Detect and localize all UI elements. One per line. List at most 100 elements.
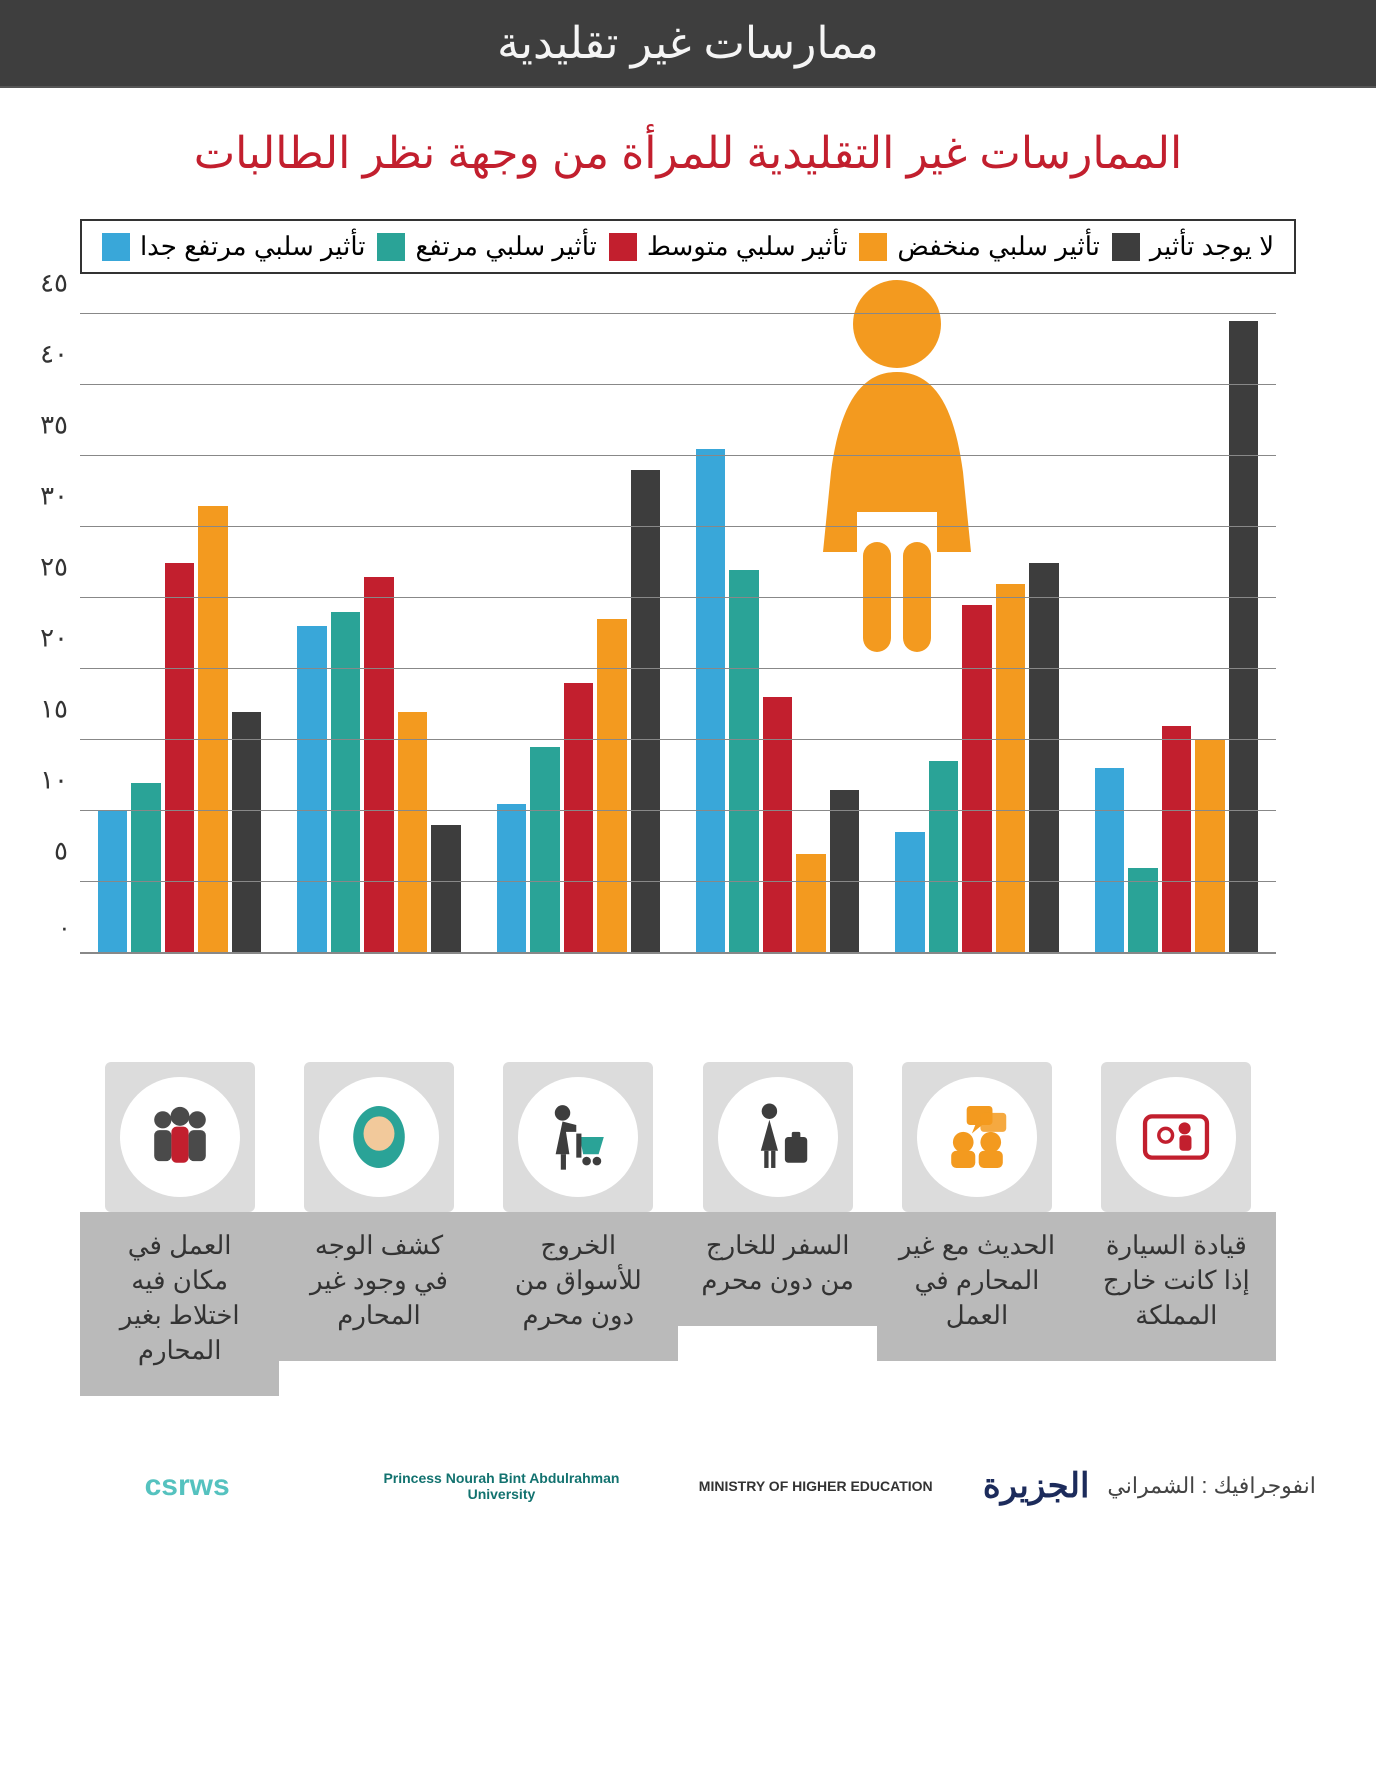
category: السفر للخارج من دون محرم xyxy=(678,1062,877,1396)
legend-swatch xyxy=(1112,233,1140,261)
gridline xyxy=(80,668,1276,669)
category-icon-wrap xyxy=(503,1062,653,1212)
aljazirah-logo: الجزيرة xyxy=(983,1466,1090,1506)
bar xyxy=(729,570,758,953)
bar xyxy=(497,804,526,953)
bar-group xyxy=(678,314,877,953)
category-icon-wrap xyxy=(703,1062,853,1212)
category-label: السفر للخارج من دون محرم xyxy=(688,1212,868,1326)
bar xyxy=(1095,768,1124,953)
bar xyxy=(763,697,792,953)
ytick-label: ٣٥ xyxy=(40,410,80,441)
bar xyxy=(530,747,559,953)
category: كشف الوجه في وجود غير المحارم xyxy=(279,1062,478,1396)
category-icon xyxy=(917,1077,1037,1197)
bar-group xyxy=(279,314,478,953)
category-label-band: كشف الوجه في وجود غير المحارم xyxy=(279,1212,478,1361)
ytick-label: ١٠ xyxy=(40,765,80,796)
subtitle: الممارسات غير التقليدية للمرأة من وجهة ن… xyxy=(0,88,1376,219)
category-icon-wrap xyxy=(105,1062,255,1212)
ytick-label: ٤٥ xyxy=(40,268,80,299)
footer-logo-mohe: MINISTRY OF HIGHER EDUCATION xyxy=(669,1426,963,1546)
gridline xyxy=(80,455,1276,456)
category-icon xyxy=(718,1077,838,1197)
category-icon xyxy=(319,1077,439,1197)
bar xyxy=(331,612,360,953)
legend-swatch xyxy=(102,233,130,261)
bar xyxy=(1162,726,1191,953)
bar xyxy=(564,683,593,953)
bar xyxy=(895,832,924,953)
legend-swatch xyxy=(377,233,405,261)
bar xyxy=(131,783,160,953)
category-label-band: الحديث مع غير المحارم في العمل xyxy=(877,1212,1076,1361)
legend-item: تأثير سلبي منخفض xyxy=(859,231,1100,262)
ytick-label: ٢٠ xyxy=(40,623,80,654)
bar xyxy=(198,506,227,953)
gridline xyxy=(80,739,1276,740)
category-icon-wrap xyxy=(902,1062,1052,1212)
gridline xyxy=(80,597,1276,598)
category-icon-wrap xyxy=(1101,1062,1251,1212)
credit-label: انفوجرافيك : الشمراني xyxy=(1107,1473,1315,1499)
category-label: قيادة السيارة إذا كانت خارج المملكة xyxy=(1086,1212,1266,1361)
legend-item: تأثير سلبي متوسط xyxy=(609,231,848,262)
legend-item: لا يوجد تأثير xyxy=(1112,231,1274,262)
plot: ٤٥٤٠٣٥٣٠٢٥٢٠١٥١٠٥. xyxy=(80,314,1276,954)
gridline xyxy=(80,810,1276,811)
bar xyxy=(929,761,958,953)
ytick-label: . xyxy=(61,907,80,938)
footer-logo-csrws: csrws xyxy=(40,1426,334,1546)
gridline xyxy=(80,313,1276,314)
bar xyxy=(597,619,626,953)
legend-item: تأثير سلبي مرتفع جدا xyxy=(102,231,366,262)
bar xyxy=(962,605,991,953)
header-title: ممارسات غير تقليدية xyxy=(497,18,879,69)
bar xyxy=(696,449,725,953)
header-band: ممارسات غير تقليدية xyxy=(0,0,1376,88)
ytick-label: ٥ xyxy=(54,836,80,867)
category-label: الخروج للأسواق من دون محرم xyxy=(488,1212,668,1361)
ytick-label: ٤٠ xyxy=(40,339,80,370)
bar-group xyxy=(80,314,279,953)
legend-label: تأثير سلبي مرتفع جدا xyxy=(140,231,366,262)
category: العمل في مكان فيه اختلاط بغير المحارم xyxy=(80,1062,279,1396)
bar xyxy=(431,825,460,953)
legend: تأثير سلبي مرتفع جدا تأثير سلبي مرتفع تأثي… xyxy=(80,219,1296,274)
bar xyxy=(1195,740,1224,953)
bar xyxy=(364,577,393,953)
category-label-band: قيادة السيارة إذا كانت خارج المملكة xyxy=(1077,1212,1276,1361)
bar xyxy=(297,626,326,953)
chart-area: ٤٥٤٠٣٥٣٠٢٥٢٠١٥١٠٥. xyxy=(80,314,1336,1034)
category-icon xyxy=(518,1077,638,1197)
category: الحديث مع غير المحارم في العمل xyxy=(877,1062,1076,1396)
gridline xyxy=(80,952,1276,953)
legend-label: تأثير سلبي منخفض xyxy=(897,231,1100,262)
category-label: العمل في مكان فيه اختلاط بغير المحارم xyxy=(90,1212,270,1396)
bar xyxy=(1229,321,1258,953)
category-icon xyxy=(1116,1077,1236,1197)
bar xyxy=(232,712,261,953)
ytick-label: ٢٥ xyxy=(40,552,80,583)
bar xyxy=(398,712,427,953)
bar-group xyxy=(1077,314,1276,953)
category-label: الحديث مع غير المحارم في العمل xyxy=(887,1212,1067,1361)
category-label-band: العمل في مكان فيه اختلاط بغير المحارم xyxy=(80,1212,279,1396)
category-icon-wrap xyxy=(304,1062,454,1212)
category-label-band: السفر للخارج من دون محرم xyxy=(678,1212,877,1326)
legend-swatch xyxy=(609,233,637,261)
bar xyxy=(996,584,1025,953)
bar xyxy=(796,854,825,953)
legend-swatch xyxy=(859,233,887,261)
footer: csrwsPrincess Nourah Bint Abdulrahman Un… xyxy=(0,1396,1376,1576)
legend-item: تأثير سلبي مرتفع xyxy=(377,231,596,262)
legend-label: تأثير سلبي متوسط xyxy=(647,231,848,262)
categories-row: العمل في مكان فيه اختلاط بغير المحارمكشف… xyxy=(80,1062,1336,1396)
bar-group xyxy=(877,314,1076,953)
gridline xyxy=(80,526,1276,527)
legend-label: تأثير سلبي مرتفع xyxy=(415,231,596,262)
bar xyxy=(830,790,859,953)
category: الخروج للأسواق من دون محرم xyxy=(479,1062,678,1396)
footer-credit: انفوجرافيك : الشمراني الجزيرة xyxy=(983,1426,1336,1546)
gridline xyxy=(80,881,1276,882)
